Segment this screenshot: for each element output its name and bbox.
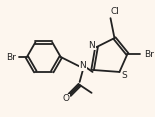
Text: Br: Br xyxy=(144,49,154,58)
Text: O: O xyxy=(62,94,69,103)
Text: S: S xyxy=(122,71,127,80)
Text: Cl: Cl xyxy=(110,7,119,16)
Text: N: N xyxy=(79,61,86,70)
Text: N: N xyxy=(88,41,95,50)
Text: Br: Br xyxy=(6,53,16,62)
